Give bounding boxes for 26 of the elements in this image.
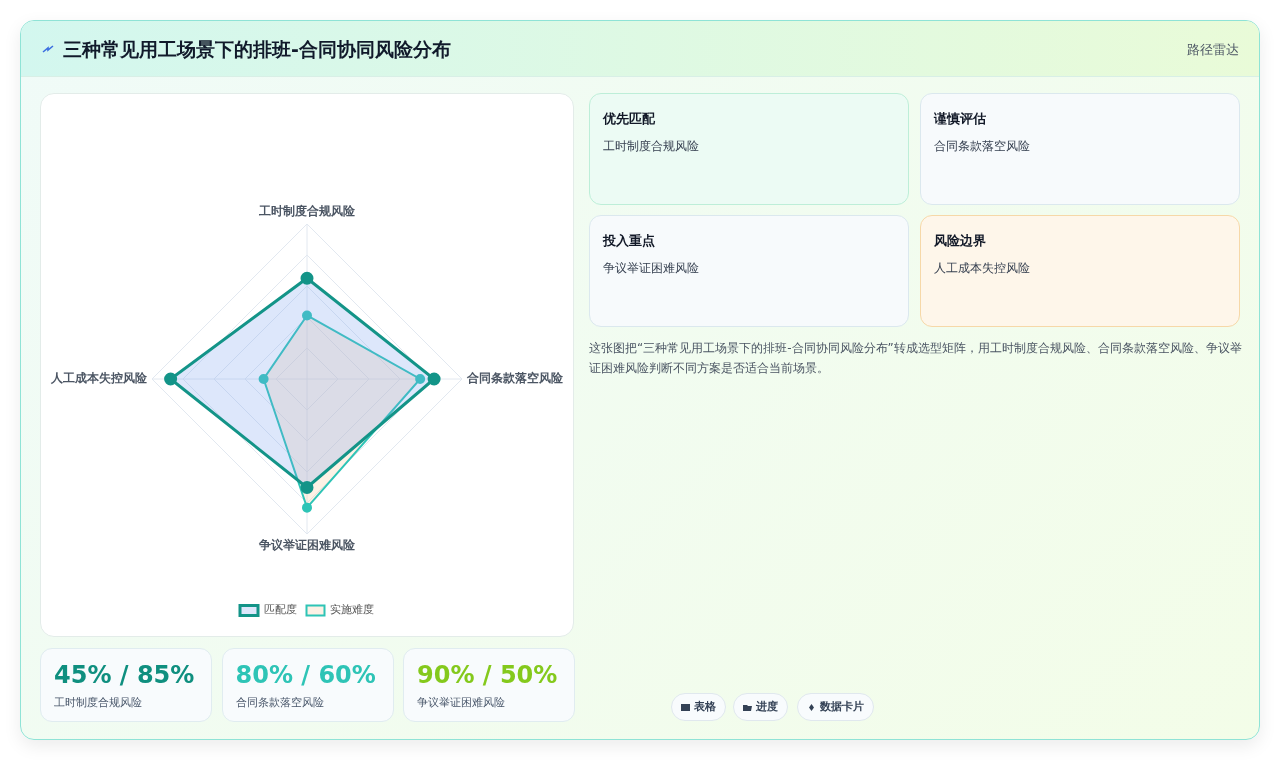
text: 争议举证困难风险 xyxy=(417,695,505,710)
text: 工时制度合规风险 xyxy=(603,138,699,155)
spoke-label: 争议举证困难风险 xyxy=(258,538,356,553)
text: 合同条款落空风险 xyxy=(934,138,1030,155)
text: 80% / 60% xyxy=(235,661,376,689)
text: 争议举证困难风险 xyxy=(603,260,699,277)
text: 路径雷达 xyxy=(1187,41,1239,59)
text: 人工成本失控风险 xyxy=(934,260,1030,277)
text: 工时制度合规风险 xyxy=(54,695,142,710)
text: 进度 xyxy=(733,693,788,721)
chart-title: 三种常见用工场景下的排班-合同协同风险分布 xyxy=(63,37,451,62)
spoke-label: 人工成本失控风险 xyxy=(50,371,148,386)
text: 45% / 85% xyxy=(54,661,195,689)
text: 谨慎评估 xyxy=(934,110,986,128)
text: 风险边界 xyxy=(934,232,986,250)
text: 合同条款落空风险 xyxy=(235,695,324,710)
text: 投入重点 xyxy=(603,232,655,250)
text: 数据卡片 xyxy=(797,693,874,721)
text: 90% / 50% xyxy=(417,661,558,689)
spoke-label: 工时制度合规风险 xyxy=(258,203,356,218)
spoke-label: 合同条款落空风险 xyxy=(466,371,564,386)
text: 这张图把“三种常见用工场景下的排班-合同协同风险分布”转成选型矩阵，用工时制度合规风险、合同条款落空风险、争议举证困难风险判断不同方案是否适合当前场景。 xyxy=(589,340,1243,377)
legend-label: 实施难度 xyxy=(330,603,374,617)
legend-label: 匹配度 xyxy=(263,603,297,617)
text: 表格 xyxy=(671,693,726,721)
text: 优先匹配 xyxy=(603,110,655,128)
